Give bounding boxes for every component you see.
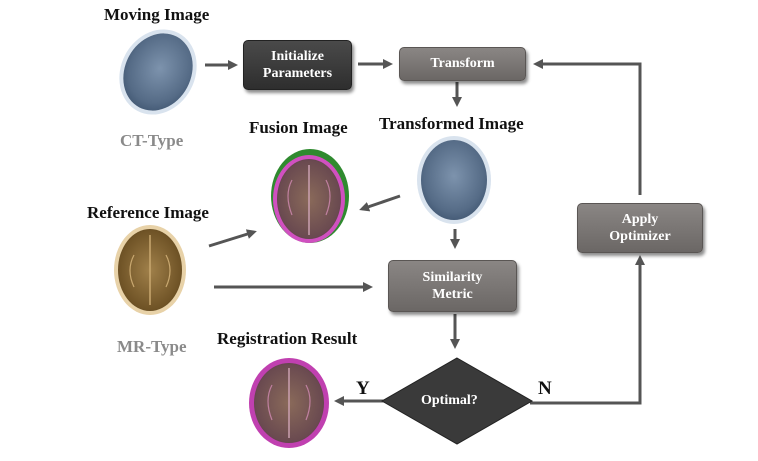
fusion-image-brain: [271, 149, 349, 243]
optimal-label: Optimal?: [421, 393, 478, 408]
similarity-line2: Metric: [432, 287, 473, 302]
initialize-line2: Parameters: [262, 66, 333, 81]
apply-line2: Optimizer: [609, 229, 671, 244]
transformed-image-label: Transformed Image: [379, 114, 524, 133]
similarity-line1: Similarity: [422, 269, 483, 285]
apply-line1: Apply: [621, 211, 659, 227]
arrow-optimizer-to-transform: [533, 59, 642, 195]
optimal-decision-diamond: [380, 357, 534, 445]
transform-box: Transform: [399, 47, 526, 81]
ct-type-label: CT-Type: [120, 131, 184, 150]
apply-optimizer-box: Apply Optimizer: [577, 203, 703, 253]
transformed-image-ct-brain: [417, 136, 491, 224]
initialize-line1: Initialize: [271, 48, 324, 64]
moving-image-label: Moving Image: [104, 5, 210, 24]
reference-image-label: Reference Image: [87, 203, 209, 222]
arrow-reference-to-fusion: [208, 229, 257, 248]
mr-type-label: MR-Type: [117, 337, 187, 356]
no-label: N: [538, 378, 552, 399]
arrows: [205, 59, 645, 406]
reference-image-mr-brain: [114, 225, 186, 315]
fusion-image-label: Fusion Image: [249, 118, 348, 137]
initialize-parameters-box: Initialize Parameters: [243, 40, 352, 90]
registration-result-brain: [249, 358, 329, 448]
arrow-decision-no-to-optimizer: [530, 255, 645, 405]
moving-image-ct-brain: [119, 29, 197, 115]
similarity-metric-box: Similarity Metric: [388, 260, 517, 312]
arrow-transformed-to-fusion: [359, 194, 401, 212]
registration-result-label: Registration Result: [217, 329, 358, 348]
yes-label: Y: [356, 378, 370, 399]
transform-label: Transform: [430, 56, 495, 72]
